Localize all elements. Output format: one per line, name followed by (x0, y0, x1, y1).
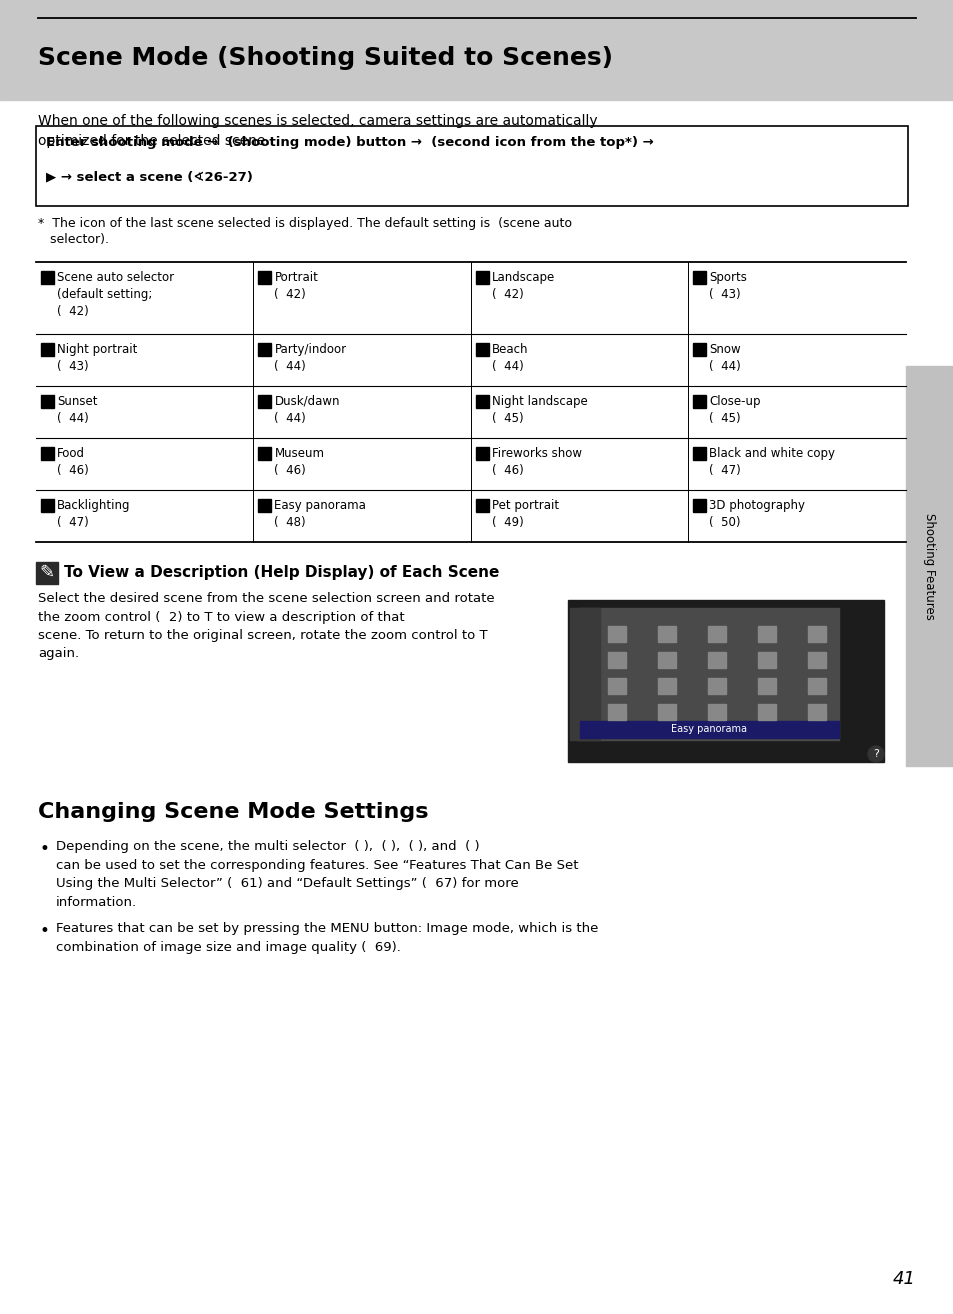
Text: Landscape
(  42): Landscape ( 42) (492, 271, 555, 301)
Bar (36, 126, 907, 206)
Bar (693, 271, 706, 284)
Bar (707, 678, 725, 694)
Bar (707, 652, 725, 668)
Bar (758, 704, 775, 720)
Bar (579, 721, 838, 738)
Text: selector).: selector). (38, 233, 109, 246)
Bar (693, 499, 706, 512)
Text: Easy panorama
(  48): Easy panorama ( 48) (274, 499, 366, 530)
Text: Changing Scene Mode Settings: Changing Scene Mode Settings (38, 802, 428, 823)
Bar (476, 343, 489, 356)
Bar (693, 396, 706, 409)
Text: •: • (40, 840, 50, 858)
Text: Sunset
(  44): Sunset ( 44) (57, 396, 97, 424)
Text: Museum
(  46): Museum ( 46) (274, 447, 324, 477)
Bar (36, 562, 58, 583)
Text: Portrait
(  42): Portrait ( 42) (274, 271, 318, 301)
Bar (567, 600, 883, 762)
Bar (476, 396, 489, 409)
Text: •: • (40, 922, 50, 940)
Bar (707, 704, 725, 720)
Bar (476, 271, 489, 284)
Bar (41, 343, 54, 356)
Text: Fireworks show
(  46): Fireworks show ( 46) (492, 447, 581, 477)
Text: Party/indoor
(  44): Party/indoor ( 44) (274, 343, 346, 373)
Text: Scene Mode (Shooting Suited to Scenes): Scene Mode (Shooting Suited to Scenes) (38, 46, 613, 70)
Text: ▶ → select a scene (∢26-27): ▶ → select a scene (∢26-27) (46, 170, 253, 183)
Text: Sports
(  43): Sports ( 43) (709, 271, 746, 301)
Text: Shooting Features: Shooting Features (923, 512, 936, 619)
Text: Night portrait
(  43): Night portrait ( 43) (57, 343, 137, 373)
Bar (476, 499, 489, 512)
Bar (258, 499, 272, 512)
Bar (658, 652, 676, 668)
Text: ✎: ✎ (39, 564, 54, 582)
Text: Features that can be set by pressing the MENU button: Image mode, which is the
c: Features that can be set by pressing the… (56, 922, 598, 954)
Bar (258, 396, 272, 409)
Bar (569, 608, 599, 740)
Text: Beach
(  44): Beach ( 44) (492, 343, 528, 373)
Bar (41, 271, 54, 284)
Text: Backlighting
(  47): Backlighting ( 47) (57, 499, 131, 530)
Text: Enter shooting mode →  (shooting mode) button →  (second icon from the top*) →: Enter shooting mode → (shooting mode) bu… (46, 137, 653, 148)
Text: Dusk/dawn
(  44): Dusk/dawn ( 44) (274, 396, 339, 424)
Bar (693, 343, 706, 356)
Text: ?: ? (872, 749, 878, 759)
Text: Pet portrait
(  49): Pet portrait ( 49) (492, 499, 558, 530)
Bar (707, 625, 725, 643)
Bar (807, 652, 825, 668)
Bar (905, 367, 953, 766)
Bar (258, 343, 272, 356)
Text: 41: 41 (892, 1271, 915, 1288)
Bar (658, 625, 676, 643)
Text: *  The icon of the last scene selected is displayed. The default setting is  (sc: * The icon of the last scene selected is… (38, 217, 572, 230)
Text: Select the desired scene from the scene selection screen and rotate
the zoom con: Select the desired scene from the scene … (38, 593, 494, 661)
Text: Close-up
(  45): Close-up ( 45) (709, 396, 760, 424)
Bar (758, 652, 775, 668)
Bar (258, 447, 272, 460)
Bar (41, 447, 54, 460)
Bar (578, 608, 838, 740)
Bar (607, 678, 625, 694)
Bar (476, 447, 489, 460)
Bar (607, 625, 625, 643)
Text: Easy panorama: Easy panorama (671, 724, 747, 735)
Circle shape (867, 746, 883, 762)
Bar (758, 678, 775, 694)
Bar (658, 678, 676, 694)
Text: Depending on the scene, the multi selector  ( ),  ( ),  ( ), and  ( )
can be use: Depending on the scene, the multi select… (56, 840, 578, 908)
Bar (0, 0, 953, 100)
Bar (658, 704, 676, 720)
Text: When one of the following scenes is selected, camera settings are automatically
: When one of the following scenes is sele… (38, 114, 597, 148)
Bar (258, 271, 272, 284)
Bar (607, 704, 625, 720)
Text: 3D photography
(  50): 3D photography ( 50) (709, 499, 804, 530)
Bar (41, 499, 54, 512)
Text: To View a Description (Help Display) of Each Scene: To View a Description (Help Display) of … (64, 565, 498, 579)
Bar (807, 625, 825, 643)
Bar (41, 396, 54, 409)
Bar (807, 704, 825, 720)
Bar (807, 678, 825, 694)
Text: Snow
(  44): Snow ( 44) (709, 343, 740, 373)
Bar (758, 625, 775, 643)
Bar (693, 447, 706, 460)
Text: Black and white copy
(  47): Black and white copy ( 47) (709, 447, 835, 477)
Text: Scene auto selector
(default setting;
(  42): Scene auto selector (default setting; ( … (57, 271, 174, 318)
Bar (607, 652, 625, 668)
Text: Food
(  46): Food ( 46) (57, 447, 89, 477)
Text: Night landscape
(  45): Night landscape ( 45) (492, 396, 587, 424)
